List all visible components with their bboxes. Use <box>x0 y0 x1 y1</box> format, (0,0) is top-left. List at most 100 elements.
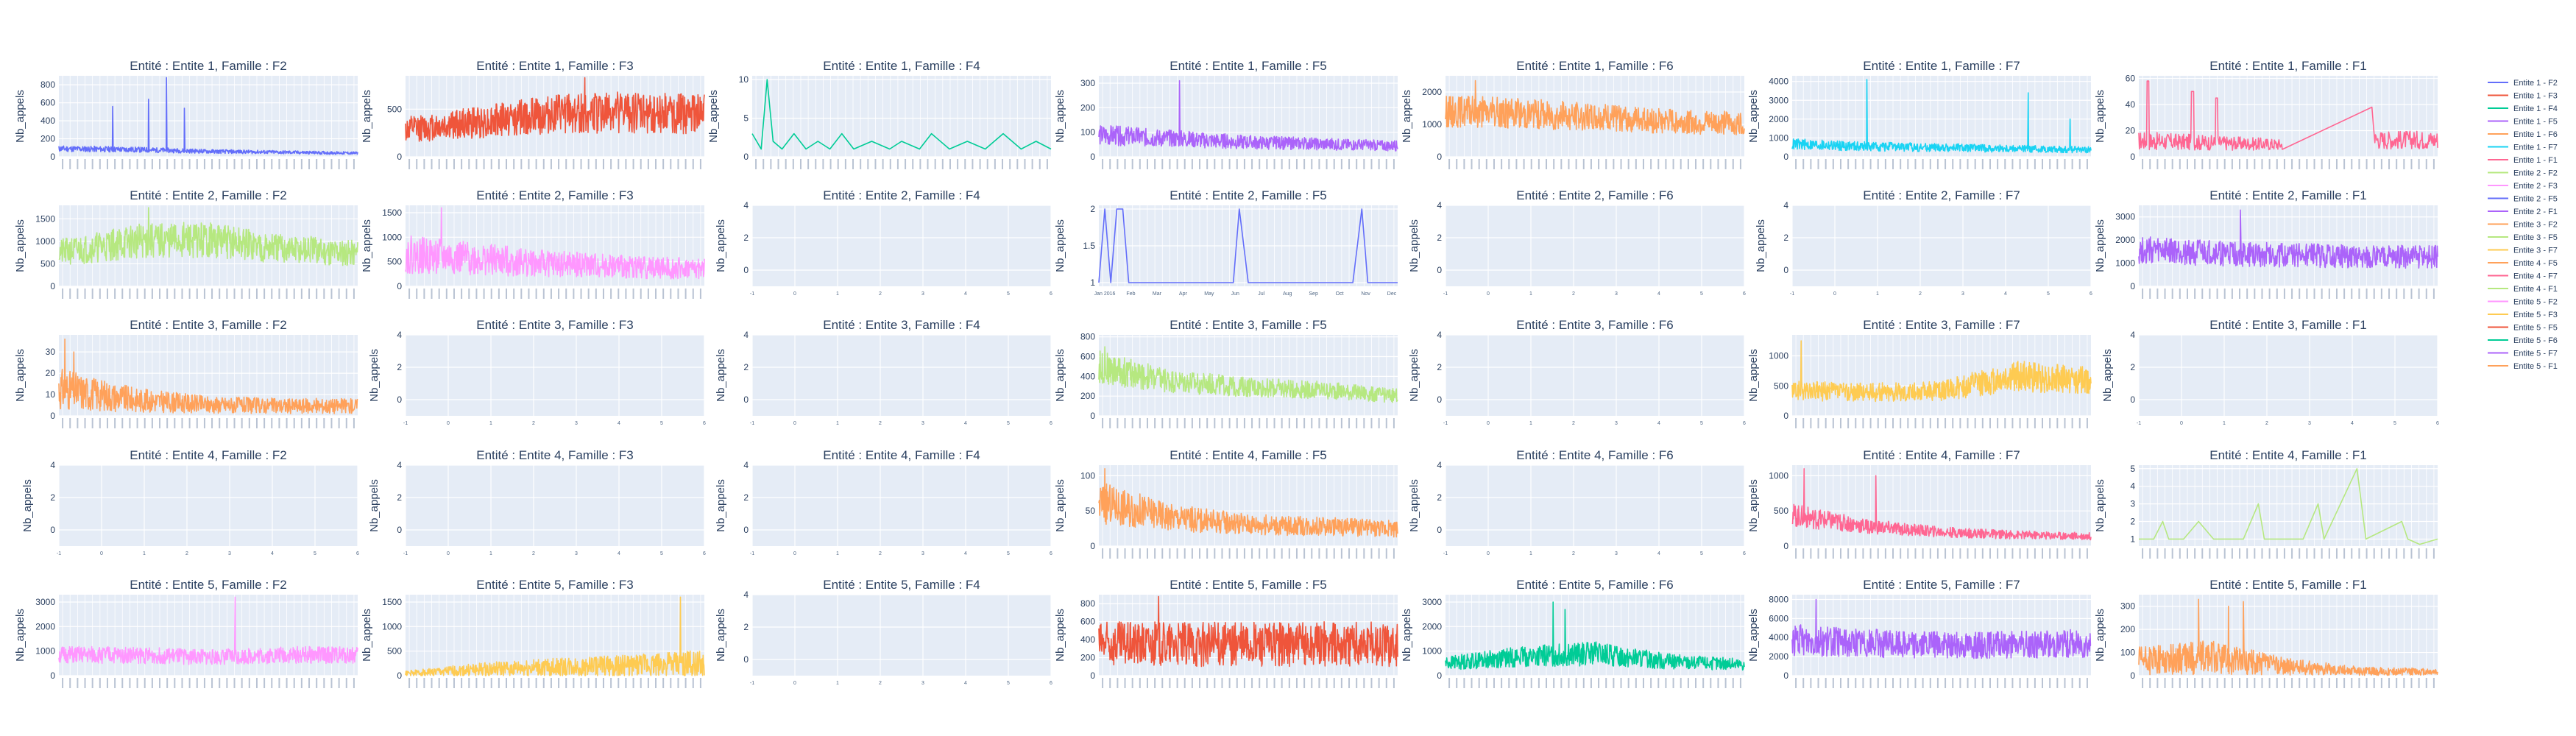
x-tick-mark <box>2034 418 2036 428</box>
x-tick-mark <box>1183 548 1186 559</box>
x-tick-mark <box>1378 678 1380 688</box>
x-tick-mark <box>1855 678 1857 688</box>
x-tick-mark <box>2403 289 2405 299</box>
x-tick-mark <box>1605 678 1607 688</box>
x-tick-mark <box>2201 548 2204 559</box>
legend-item[interactable]: Entite 5 - F5 <box>2513 324 2558 333</box>
legend-item[interactable]: Entite 1 - F2 <box>2513 79 2558 88</box>
subplot: Entité : Entite 1, Famille : F7 Nb_appels… <box>1747 59 2092 169</box>
x-tick-label: -1 <box>1443 291 1448 297</box>
x-tick-mark <box>2418 289 2420 299</box>
legend-item[interactable]: Entite 5 - F6 <box>2513 336 2558 345</box>
x-tick-mark <box>1795 678 1797 688</box>
x-tick-mark <box>1981 678 1984 688</box>
x-tick-mark <box>535 678 537 688</box>
x-tick-mark <box>1538 159 1540 169</box>
x-tick-mark <box>1613 159 1615 169</box>
legend-item[interactable]: Entite 2 - F2 <box>2513 169 2558 178</box>
x-tick-mark <box>2034 548 2036 559</box>
x-tick-mark <box>1266 548 1268 559</box>
x-tick-mark <box>1378 418 1380 428</box>
legend-item[interactable]: Entite 3 - F7 <box>2513 247 2558 255</box>
legend-item[interactable]: Entite 1 - F3 <box>2513 92 2558 101</box>
x-tick-mark <box>1855 548 1857 559</box>
x-tick-mark <box>1900 418 1902 428</box>
x-tick-mark <box>1333 418 1335 428</box>
x-tick-label: 1 <box>489 421 492 426</box>
x-tick-mark <box>114 159 116 169</box>
legend-item[interactable]: Entite 4 - F5 <box>2513 259 2558 268</box>
x-tick-mark <box>1862 159 1864 169</box>
legend-item[interactable]: Entite 5 - F2 <box>2513 298 2558 307</box>
x-tick-label: -1 <box>403 421 408 426</box>
subplot-title: Entité : Entite 2, Famille : F3 <box>476 188 634 202</box>
legend-item[interactable]: Entite 3 - F2 <box>2513 221 2558 230</box>
legend-item[interactable]: Entite 2 - F5 <box>2513 195 2558 204</box>
subplot: Entité : Entite 3, Famille : F4 Nb_appels… <box>715 318 1052 426</box>
legend-item[interactable]: Entite 1 - F4 <box>2513 105 2558 113</box>
legend-item[interactable]: Entite 5 - F3 <box>2513 311 2558 319</box>
x-tick-mark <box>308 289 311 299</box>
x-tick-mark <box>2313 548 2315 559</box>
x-tick-mark <box>2156 159 2159 169</box>
legend-item[interactable]: Entite 4 - F1 <box>2513 285 2558 294</box>
x-tick-label: -1 <box>1790 291 1794 297</box>
x-tick-mark <box>1236 418 1238 428</box>
x-tick-mark <box>1795 548 1797 559</box>
y-tick-label: 2 <box>1437 233 1442 243</box>
x-tick-mark <box>1456 678 1458 688</box>
x-tick-mark <box>1214 678 1216 688</box>
legend-item[interactable]: Entite 1 - F5 <box>2513 118 2558 127</box>
x-tick-mark <box>453 678 455 688</box>
subplot: Entité : Entite 1, Famille : F4 Nb_appels… <box>707 59 1052 169</box>
x-tick-mark <box>2261 159 2263 169</box>
x-tick-mark <box>662 289 665 299</box>
x-tick-mark <box>528 159 530 169</box>
x-tick-mark <box>2086 159 2088 169</box>
x-tick-mark <box>1914 159 1917 169</box>
legend-item[interactable]: Entite 1 - F7 <box>2513 144 2558 152</box>
y-tick-label: 2 <box>743 362 749 372</box>
plot-area <box>1446 465 1744 546</box>
x-tick-mark <box>188 678 191 688</box>
legend-item[interactable]: Entite 5 - F1 <box>2513 362 2558 371</box>
y-axis-label: Nb_appels <box>1747 609 1760 662</box>
x-tick-mark <box>889 159 891 169</box>
legend-item[interactable]: Entite 4 - F7 <box>2513 272 2558 281</box>
series-line <box>2138 209 2438 269</box>
legend-item[interactable]: Entite 2 - F1 <box>2513 208 2558 216</box>
x-tick-mark <box>1530 678 1532 688</box>
legend-item[interactable]: Entite 2 - F3 <box>2513 182 2558 191</box>
x-tick-mark <box>1109 418 1111 428</box>
x-tick-mark <box>345 678 347 688</box>
x-tick-mark <box>1228 159 1231 169</box>
x-tick-mark <box>1318 159 1320 169</box>
x-tick-mark <box>1605 159 1607 169</box>
x-tick-mark <box>2299 548 2301 559</box>
y-tick-label: 0 <box>1783 152 1788 162</box>
x-tick-mark <box>1922 159 1924 169</box>
legend-item[interactable]: Entite 5 - F7 <box>2513 350 2558 358</box>
y-tick-label: 6000 <box>1769 613 1788 623</box>
x-tick-mark <box>550 678 552 688</box>
x-tick-mark <box>1117 159 1119 169</box>
y-axis-label: Nb_appels <box>14 349 26 402</box>
x-tick-mark <box>1176 159 1178 169</box>
legend-item[interactable]: Entite 1 - F6 <box>2513 130 2558 139</box>
x-tick-label: 1 <box>489 551 492 556</box>
x-tick-mark <box>2179 159 2181 169</box>
x-tick-mark <box>1456 159 1458 169</box>
x-tick-mark <box>1318 548 1320 559</box>
y-tick-label: 500 <box>40 258 55 269</box>
x-tick-mark <box>2164 159 2166 169</box>
legend-item[interactable]: Entite 3 - F5 <box>2513 233 2558 242</box>
subplot-title: Entité : Entite 2, Famille : F7 <box>1863 188 2020 202</box>
x-tick-mark <box>2071 418 2073 428</box>
x-tick-mark <box>2396 548 2398 559</box>
legend-item[interactable]: Entite 1 - F1 <box>2513 156 2558 165</box>
x-tick-mark <box>1228 678 1231 688</box>
x-tick-label: -1 <box>750 291 754 297</box>
x-tick-mark <box>2149 159 2151 169</box>
x-tick-mark <box>1997 418 1999 428</box>
x-tick-mark <box>2276 548 2278 559</box>
